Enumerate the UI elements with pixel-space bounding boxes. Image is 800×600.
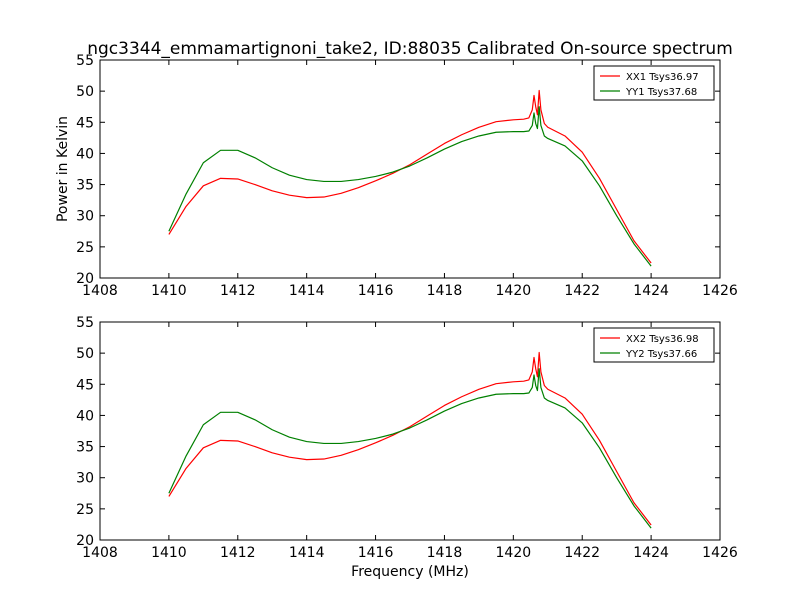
x-tick-label: 1426 (702, 545, 738, 561)
axes-frame (99, 321, 721, 541)
legend-entry: XX1 Tsys36.97 (626, 72, 699, 83)
series-line-1-0 (168, 351, 652, 526)
x-tick-label: 1420 (496, 545, 532, 561)
y-tick-label: 35 (76, 440, 94, 456)
x-tick-label: 1426 (702, 283, 738, 299)
x-tick-label: 1408 (82, 545, 118, 561)
y-axis-label: Power in Kelvin (55, 116, 71, 222)
y-tick-label: 25 (76, 502, 94, 518)
legend-entry: YY1 Tsys37.68 (625, 87, 697, 98)
y-tick-label: 50 (76, 346, 94, 362)
x-tick-label: 1414 (289, 283, 325, 299)
y-tick-label: 40 (76, 146, 94, 162)
y-tick-label: 45 (76, 377, 94, 393)
y-tick-label: 45 (76, 115, 94, 131)
series-line-1-1 (168, 368, 652, 529)
y-tick-label: 35 (76, 178, 94, 194)
axes-frame (99, 59, 721, 279)
x-tick-label: 1410 (151, 283, 187, 299)
legend-entry: YY2 Tsys37.66 (625, 349, 697, 360)
y-tick-label: 20 (76, 271, 94, 287)
y-tick-label: 40 (76, 408, 94, 424)
legend: XX1 Tsys36.97 YY1 Tsys37.68 (593, 65, 715, 101)
series-line-0-0 (168, 89, 652, 264)
x-tick-label: 1418 (427, 283, 463, 299)
y-tick-label: 20 (76, 533, 94, 549)
x-tick-label: 1416 (358, 283, 394, 299)
x-tick-label: 1418 (427, 545, 463, 561)
y-tick-label: 30 (76, 471, 94, 487)
top-panel: 1408 1410 1412 1414 1416 1418 1420 1422 1424 1426… (55, 53, 738, 299)
y-tick-label: 50 (76, 84, 94, 100)
legend-box (593, 65, 715, 101)
x-tick-label: 1416 (358, 545, 394, 561)
legend-entry: XX2 Tsys36.98 (626, 334, 699, 345)
y-tick-label: 55 (76, 315, 94, 331)
x-axis-label: Frequency (MHz) (351, 564, 469, 580)
x-tick-label: 1422 (564, 283, 600, 299)
x-tick-label: 1420 (496, 283, 532, 299)
legend-box (593, 327, 715, 363)
x-tick-label: 1410 (151, 545, 187, 561)
x-tick-label: 1408 (82, 283, 118, 299)
legend: XX2 Tsys36.98 YY2 Tsys37.66 (593, 327, 715, 363)
y-tick-label: 30 (76, 209, 94, 225)
x-tick-label: 1422 (564, 545, 600, 561)
series-line-0-1 (168, 106, 652, 267)
y-tick-label: 55 (76, 53, 94, 69)
x-tick-label: 1412 (220, 545, 256, 561)
x-tick-label: 1414 (289, 545, 325, 561)
x-tick-label: 1424 (633, 283, 669, 299)
y-tick-label: 25 (76, 240, 94, 256)
bottom-panel: 1408 1410 1412 1414 1416 1418 1420 1422 1424 1426… (76, 315, 738, 580)
x-tick-label: 1424 (633, 545, 669, 561)
x-tick-label: 1412 (220, 283, 256, 299)
figure-title: ngc3344_emmamartignoni_take2, ID:88035 C… (87, 39, 733, 59)
